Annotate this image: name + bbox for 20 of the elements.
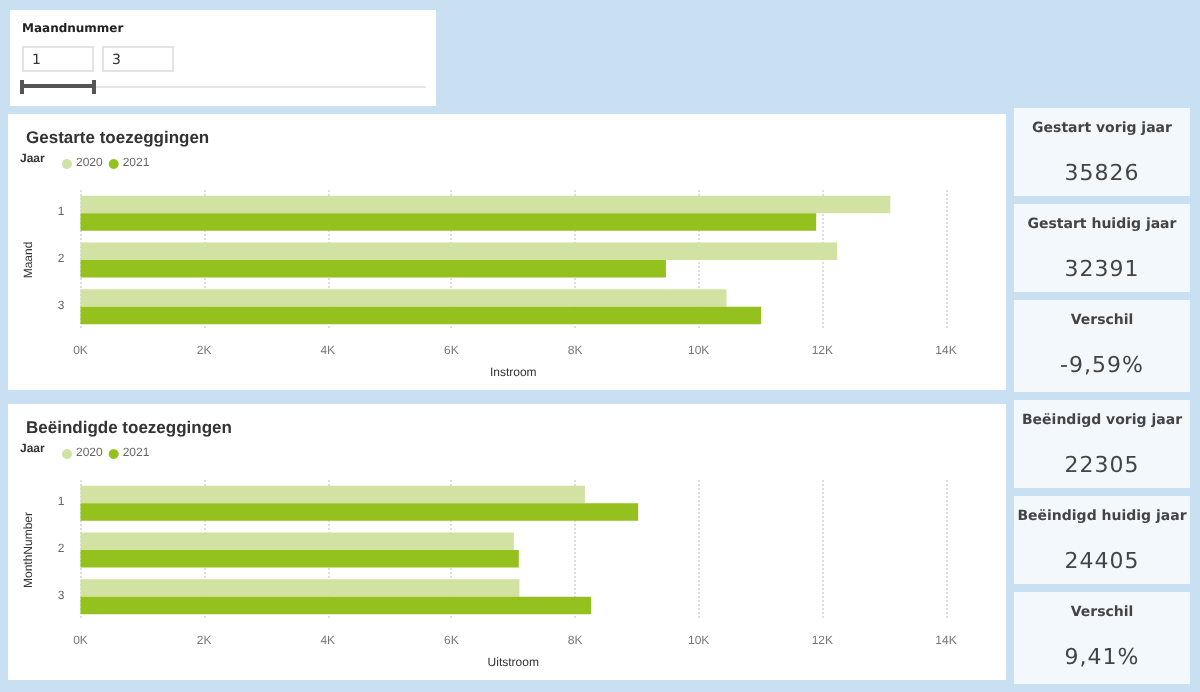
bar: [80, 242, 838, 260]
bar: [80, 195, 891, 214]
text: 24405: [1062, 548, 1142, 574]
bar: [80, 485, 585, 504]
text: -9,59%: [1058, 352, 1146, 378]
bar: [80, 260, 666, 278]
text: 22305: [1062, 452, 1142, 478]
bar: [80, 289, 727, 307]
bar: [80, 306, 762, 325]
chart-title: Gestarte toezeggingen: [26, 127, 210, 147]
bar: [80, 550, 519, 568]
bar: [80, 579, 520, 597]
bar: [80, 213, 817, 231]
text: 32391: [1062, 256, 1142, 282]
bar: [80, 596, 592, 615]
bar: [80, 503, 639, 521]
bar: [80, 532, 514, 550]
text: 35826: [1062, 160, 1142, 186]
chart-title: Beëindigde toezeggingen: [26, 417, 232, 437]
text: 9,41%: [1062, 644, 1142, 670]
